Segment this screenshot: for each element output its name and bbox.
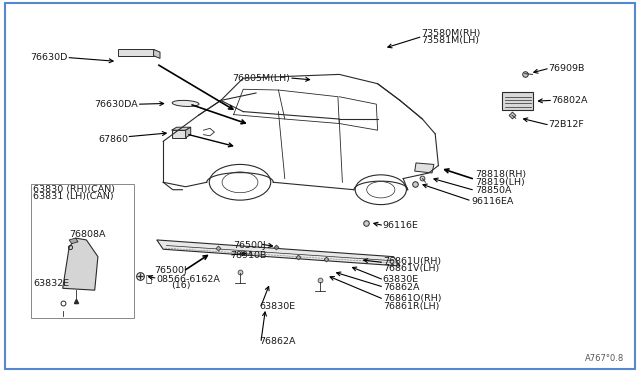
Text: 76630D: 76630D (30, 53, 67, 62)
Text: 96116E: 96116E (383, 221, 419, 230)
Text: 63830E: 63830E (383, 275, 419, 284)
Polygon shape (157, 240, 400, 266)
Text: 76861R(LH): 76861R(LH) (383, 302, 439, 311)
Text: 76630DA: 76630DA (94, 100, 138, 109)
Text: 76500J: 76500J (154, 266, 187, 275)
Text: 63830 (RH)(CAN): 63830 (RH)(CAN) (33, 185, 115, 194)
Text: A767°0.8: A767°0.8 (585, 354, 624, 363)
Polygon shape (69, 238, 78, 244)
Text: 76909B: 76909B (548, 64, 585, 73)
Polygon shape (172, 127, 191, 130)
Polygon shape (172, 130, 186, 138)
Text: (16): (16) (172, 281, 191, 290)
Bar (31, 184, 134, 318)
Text: 72B12F: 72B12F (548, 120, 584, 129)
Text: 76861O(RH): 76861O(RH) (383, 294, 441, 303)
Ellipse shape (172, 100, 199, 106)
Text: 63832E: 63832E (33, 279, 69, 288)
Polygon shape (63, 238, 98, 290)
Text: 63831 (LH)(CAN): 63831 (LH)(CAN) (33, 192, 114, 201)
Polygon shape (118, 49, 154, 56)
Text: 63830E: 63830E (259, 302, 295, 311)
Bar (502, 92, 533, 110)
Text: 78819(LH): 78819(LH) (475, 178, 525, 187)
Text: 76861U(RH): 76861U(RH) (383, 257, 441, 266)
Polygon shape (154, 49, 160, 58)
Text: 73581M(LH): 73581M(LH) (421, 36, 479, 45)
Text: 76862A: 76862A (259, 337, 296, 346)
Text: 76802A: 76802A (552, 96, 588, 105)
Text: 08566-6162A: 08566-6162A (156, 275, 220, 283)
Text: 78818(RH): 78818(RH) (475, 170, 526, 179)
Text: 78910B: 78910B (230, 251, 267, 260)
Text: 78850A: 78850A (475, 186, 511, 195)
Text: 67860: 67860 (98, 135, 128, 144)
Text: 73580M(RH): 73580M(RH) (421, 29, 481, 38)
Text: 76500J: 76500J (233, 241, 266, 250)
Polygon shape (186, 127, 191, 138)
Text: 76805M(LH): 76805M(LH) (232, 74, 290, 83)
Text: Ⓢ: Ⓢ (146, 273, 152, 283)
Text: 76862A: 76862A (383, 283, 419, 292)
Text: 76808A: 76808A (69, 230, 106, 239)
Text: 96116EA: 96116EA (472, 197, 514, 206)
Text: 76861V(LH): 76861V(LH) (383, 264, 439, 273)
Polygon shape (415, 163, 434, 173)
